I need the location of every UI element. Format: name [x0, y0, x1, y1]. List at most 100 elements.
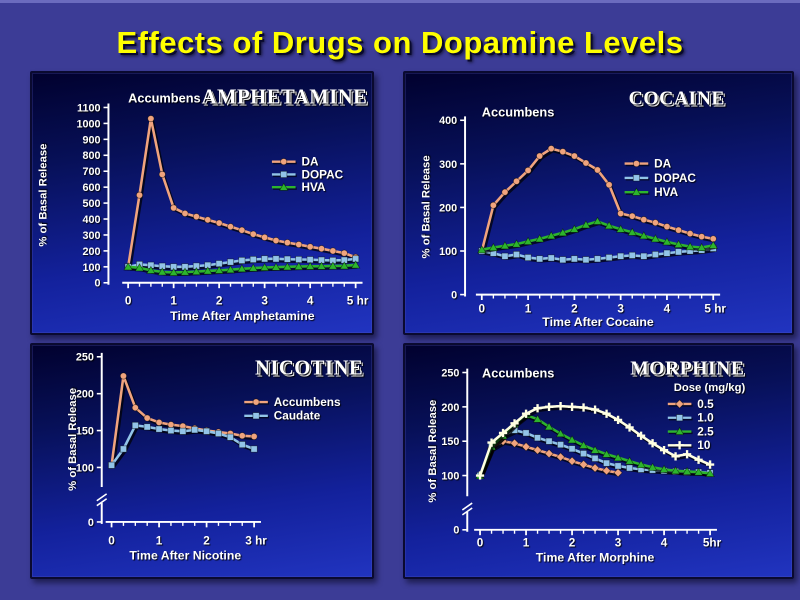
series-line-Accumbens [110, 374, 255, 466]
x-tick-label: 1 [170, 293, 177, 307]
data-point [555, 429, 566, 438]
data-point [316, 261, 327, 270]
data-point [226, 433, 234, 441]
x-tick-label: 0 [125, 293, 132, 307]
region-label: Accumbens [128, 91, 201, 106]
data-point [590, 445, 600, 454]
data-point [673, 239, 684, 248]
legend-label: Caudate [274, 410, 321, 423]
legend-marker-DOPAC [280, 170, 288, 178]
data-point [157, 267, 167, 276]
y-tick-label: 150 [76, 425, 94, 437]
data-point [191, 266, 202, 276]
x-tick-label: 0 [479, 301, 486, 315]
y-tick-label: 100 [439, 246, 457, 258]
amphetamine-chart: 0 100 200 300 400 500 600 700 800 900 1000 1100 0 1 2 3… [37, 87, 369, 324]
data-point [155, 418, 163, 426]
chart-title: COCAINE [629, 88, 725, 110]
y-tick-label: 250 [76, 352, 94, 364]
x-tick-label: 4 [664, 301, 671, 315]
legend-marker-0.5 [674, 399, 685, 409]
y-axis-break-icon [461, 502, 473, 516]
data-point [617, 252, 625, 260]
data-point [682, 450, 692, 459]
data-point [249, 256, 257, 264]
legend-label: HVA [654, 185, 679, 199]
data-point [179, 427, 187, 435]
x-tick-label: 1 [525, 301, 532, 315]
data-point [532, 445, 543, 455]
data-point [521, 442, 531, 452]
data-point [567, 402, 577, 411]
data-point [685, 242, 695, 251]
data-point [227, 223, 235, 231]
y-tick-label: 0 [451, 290, 457, 302]
data-point [536, 255, 544, 263]
data-point [544, 448, 554, 459]
data-point [259, 262, 270, 271]
y-tick-label: 200 [76, 389, 94, 401]
data-point [671, 452, 680, 461]
data-point [498, 428, 508, 438]
data-point [578, 459, 589, 470]
chart-title-shadow: COCAINE [631, 89, 727, 111]
data-point [521, 409, 531, 418]
data-point [580, 450, 588, 458]
data-point [192, 213, 200, 221]
data-point [511, 239, 522, 248]
data-point [500, 241, 510, 250]
data-point [601, 466, 612, 476]
chart-panel-nicotine: 0 100 150 200 250 0 1 2 3 hr NICOTINE NICOTINE Accu… [30, 343, 374, 579]
data-point [559, 148, 567, 156]
data-point [558, 228, 568, 237]
data-point [238, 226, 246, 234]
data-point [283, 239, 291, 247]
data-point [705, 468, 715, 477]
data-point [134, 263, 145, 272]
chart-title-shadow: NICOTINE [257, 359, 365, 381]
data-point [698, 233, 706, 241]
data-point [131, 404, 139, 412]
data-point [203, 266, 213, 275]
legend-marker-DA [632, 160, 640, 168]
data-point [659, 464, 669, 473]
data-point [318, 245, 326, 253]
data-point [579, 403, 588, 412]
chart-title-shadow: MORPHINE [632, 359, 746, 381]
data-point [227, 258, 235, 266]
data-point [662, 237, 672, 246]
x-tick-label: 2 [216, 293, 223, 307]
data-point [569, 224, 580, 233]
data-point [592, 216, 603, 225]
slide-title: Effects of Drugs on Dopamine Levels [116, 25, 684, 60]
y-tick-label: 500 [82, 198, 100, 210]
data-point [651, 219, 659, 227]
region-label: Accumbens [482, 104, 555, 119]
data-point [557, 441, 565, 449]
data-point [143, 414, 151, 422]
data-point [136, 191, 144, 199]
data-point [547, 254, 555, 262]
y-tick-label: 0 [88, 517, 94, 529]
region-label: Accumbens [482, 365, 554, 380]
data-point [636, 459, 646, 469]
data-point [522, 429, 530, 437]
y-tick-label: 900 [82, 134, 100, 146]
y-tick-label: 200 [439, 202, 457, 214]
data-point [636, 431, 646, 440]
y-tick-label: 800 [82, 150, 100, 162]
x-tick-label: 4 [661, 537, 668, 550]
y-tick-label: 1000 [76, 118, 100, 130]
chart-title: AMPHETAMINE [202, 87, 368, 109]
y-tick-label: 700 [82, 166, 100, 178]
data-point [119, 372, 127, 380]
data-point [489, 201, 497, 209]
data-point [238, 441, 246, 449]
data-point [578, 440, 589, 449]
y-axis-title: % of Basal Release [427, 400, 439, 503]
legend-label: Accumbens [274, 396, 341, 409]
chart-panel-cocaine: 0 100 200 300 400 0 1 2 3 4 5 hr Accumbens COCAINE CO… [403, 71, 794, 335]
y-axis-title: % of Basal Release [67, 388, 79, 491]
data-point [203, 427, 211, 435]
